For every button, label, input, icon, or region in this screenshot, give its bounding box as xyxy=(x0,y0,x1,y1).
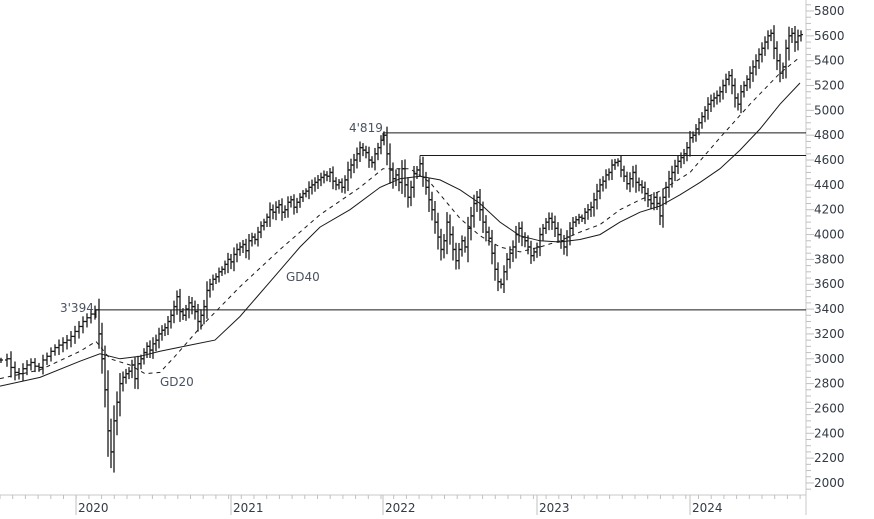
y-tick-label: 3200 xyxy=(814,327,845,341)
y-tick-label: 3000 xyxy=(814,352,845,366)
price-bars xyxy=(0,25,803,473)
x-tick-label: 2022 xyxy=(385,501,416,515)
y-axis: 2000 2200 2400 2600 2800 3000 3200 3400 3600 3800… xyxy=(806,4,845,490)
y-tick-label: 4400 xyxy=(814,178,845,192)
level-high-label: 4'819 xyxy=(349,121,383,135)
y-tick-label: 2400 xyxy=(814,426,845,440)
x-tick-label: 2024 xyxy=(692,501,723,515)
x-tick-label: 2021 xyxy=(233,501,264,515)
y-axis-minor-ticks xyxy=(806,4,811,490)
moving-averages xyxy=(0,56,801,387)
y-tick-label: 5000 xyxy=(814,103,845,117)
y-tick-label: 4200 xyxy=(814,203,845,217)
horizontal-levels xyxy=(95,132,806,318)
y-tick-label: 5800 xyxy=(814,4,845,18)
y-tick-label: 4000 xyxy=(814,228,845,242)
gd40-line xyxy=(0,82,801,387)
x-axis-minor-ticks xyxy=(0,495,801,499)
y-tick-label: 3400 xyxy=(814,302,845,316)
y-tick-label: 5400 xyxy=(814,54,845,68)
y-tick-label: 4600 xyxy=(814,153,845,167)
gd20-label: GD20 xyxy=(160,375,194,389)
y-tick-label: 5200 xyxy=(814,79,845,93)
y-tick-label: 2800 xyxy=(814,377,845,391)
y-tick-label: 2600 xyxy=(814,401,845,415)
y-tick-label: 5600 xyxy=(814,29,845,43)
gd20-line xyxy=(0,56,801,380)
x-tick-label: 2020 xyxy=(78,501,109,515)
x-axis: 2020 2021 2022 2023 2024 xyxy=(75,495,723,515)
x-tick-label: 2023 xyxy=(539,501,570,515)
y-tick-label: 3600 xyxy=(814,277,845,291)
level-low-label: 3'394 xyxy=(60,301,94,315)
y-tick-label: 2000 xyxy=(814,476,845,490)
y-tick-label: 4800 xyxy=(814,128,845,142)
gd40-label: GD40 xyxy=(286,270,320,284)
y-tick-label: 3800 xyxy=(814,252,845,266)
y-tick-label: 2200 xyxy=(814,451,845,465)
